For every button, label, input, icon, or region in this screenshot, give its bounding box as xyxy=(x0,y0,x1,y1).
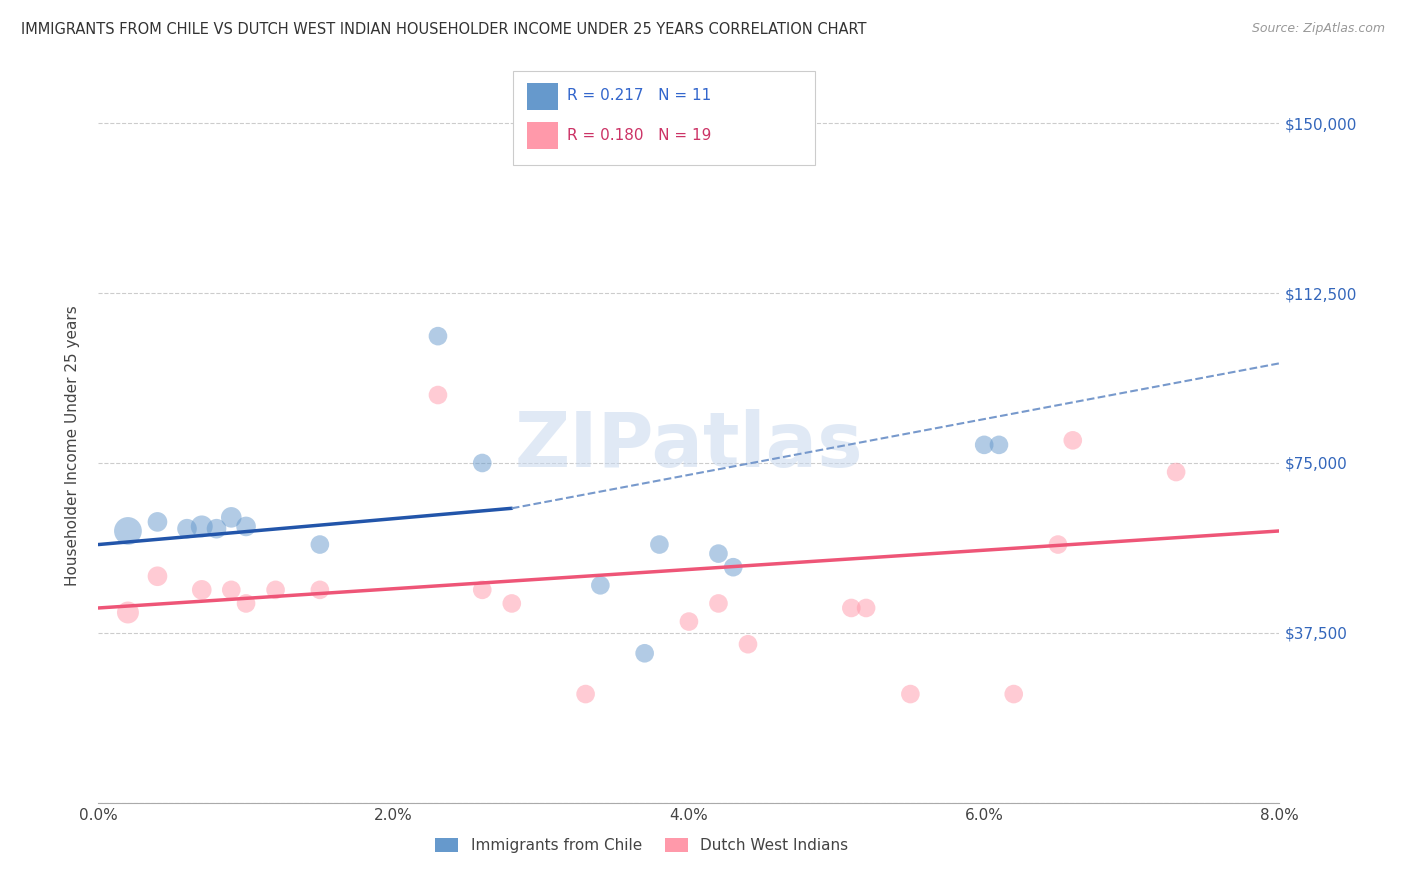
Point xyxy=(501,597,523,611)
Text: IMMIGRANTS FROM CHILE VS DUTCH WEST INDIAN HOUSEHOLDER INCOME UNDER 25 YEARS COR: IMMIGRANTS FROM CHILE VS DUTCH WEST INDI… xyxy=(21,22,866,37)
Point xyxy=(309,537,332,551)
Point xyxy=(973,438,995,452)
Point xyxy=(841,601,863,615)
Point xyxy=(309,582,332,597)
Point xyxy=(589,578,612,592)
Point xyxy=(723,560,745,574)
Point xyxy=(1002,687,1025,701)
Point xyxy=(575,687,598,701)
Point xyxy=(235,519,257,533)
Point xyxy=(471,582,494,597)
Point xyxy=(1166,465,1188,479)
Point xyxy=(855,601,877,615)
Point xyxy=(235,597,257,611)
Text: R = 0.217   N = 11: R = 0.217 N = 11 xyxy=(567,88,711,103)
Point xyxy=(1046,537,1070,551)
Point xyxy=(707,547,730,561)
Point xyxy=(221,510,243,524)
Point xyxy=(648,537,671,551)
Point xyxy=(737,637,759,651)
Point xyxy=(634,646,657,660)
Point xyxy=(678,615,700,629)
Text: R = 0.180   N = 19: R = 0.180 N = 19 xyxy=(567,128,711,143)
Legend: Immigrants from Chile, Dutch West Indians: Immigrants from Chile, Dutch West Indian… xyxy=(429,832,853,859)
Point xyxy=(191,582,214,597)
Point xyxy=(146,569,169,583)
Y-axis label: Householder Income Under 25 years: Householder Income Under 25 years xyxy=(65,306,80,586)
Point xyxy=(221,582,243,597)
Point xyxy=(1062,434,1084,448)
Point xyxy=(707,597,730,611)
Point xyxy=(471,456,494,470)
Point xyxy=(191,519,214,533)
Point xyxy=(427,329,450,343)
Point xyxy=(176,522,198,536)
Point xyxy=(988,438,1011,452)
Point xyxy=(900,687,922,701)
Point xyxy=(117,606,139,620)
Text: Source: ZipAtlas.com: Source: ZipAtlas.com xyxy=(1251,22,1385,36)
Point xyxy=(117,524,139,538)
Point xyxy=(146,515,169,529)
Point xyxy=(264,582,287,597)
Point xyxy=(427,388,450,402)
Point xyxy=(205,522,228,536)
Text: ZIPatlas: ZIPatlas xyxy=(515,409,863,483)
